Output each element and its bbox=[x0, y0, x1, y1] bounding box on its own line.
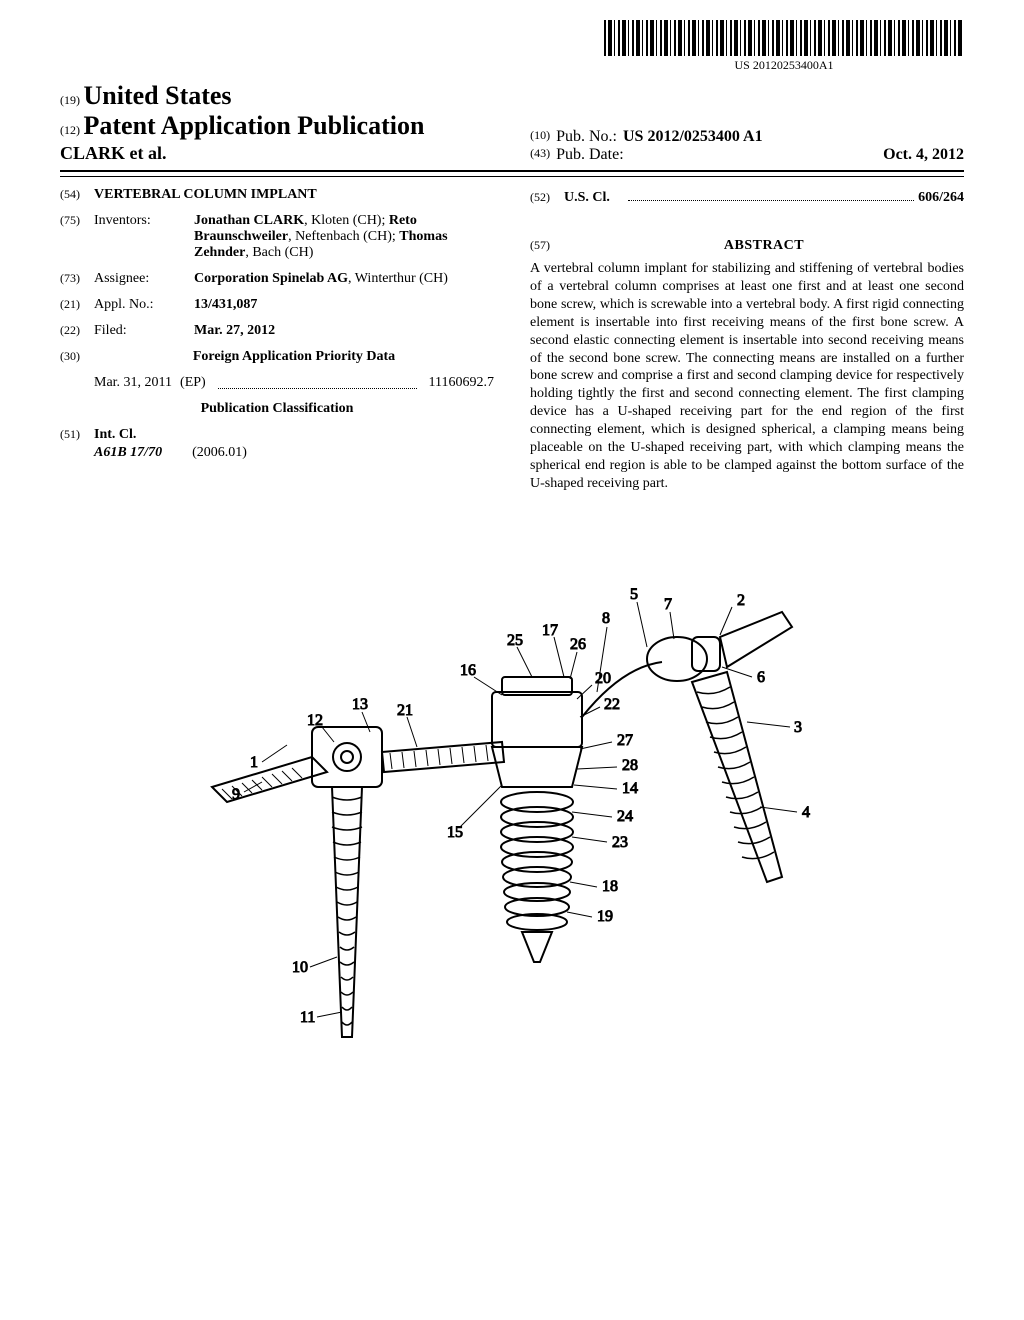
pub-no-value: US 2012/0253400 A1 bbox=[623, 128, 763, 146]
ref-label: 10 bbox=[292, 959, 308, 976]
inventors-value: Jonathan CLARK, Kloten (CH); Reto Brauns… bbox=[194, 213, 494, 261]
inventor-loc: , Kloten (CH); bbox=[304, 213, 389, 228]
barcode bbox=[604, 20, 964, 56]
ref-label: 9 bbox=[232, 786, 240, 803]
abstract-text: A vertebral column implant for stabilizi… bbox=[530, 260, 964, 493]
ref-label: 19 bbox=[597, 908, 613, 925]
ref-label: 16 bbox=[460, 662, 476, 679]
pub-type: Patent Application Publication bbox=[84, 111, 425, 140]
ref-label: 8 bbox=[602, 610, 610, 627]
dotted-leader bbox=[628, 187, 914, 201]
ref-label: 7 bbox=[664, 596, 672, 613]
ref-label: 23 bbox=[612, 834, 628, 851]
ref-label: 17 bbox=[542, 622, 558, 639]
ref-label: 14 bbox=[622, 780, 638, 797]
pub-date-label: Pub. Date: bbox=[556, 146, 624, 164]
ref-label: 13 bbox=[352, 696, 368, 713]
applno-value: 13/431,087 bbox=[194, 297, 494, 313]
patent-figure: 1 9 10 11 12 13 21 15 16 25 17 26 8 5 7 … bbox=[60, 517, 964, 1082]
ref-label: 26 bbox=[570, 636, 586, 653]
ref-label: 28 bbox=[622, 757, 638, 774]
pub-date-code: (43) bbox=[530, 146, 550, 164]
inventors-label: Inventors: bbox=[94, 213, 194, 261]
filed-label: Filed: bbox=[94, 323, 194, 339]
ref-label: 20 bbox=[595, 670, 611, 687]
inventor-loc: , Bach (CH) bbox=[245, 245, 313, 260]
pub-type-code: (12) bbox=[60, 123, 80, 137]
ref-label: 12 bbox=[307, 712, 323, 729]
inventor-loc: , Neftenbach (CH); bbox=[288, 229, 399, 244]
country-code: (19) bbox=[60, 93, 80, 107]
authors-line: CLARK et al. bbox=[60, 143, 494, 164]
abstract-heading: ABSTRACT bbox=[564, 238, 964, 254]
foreign-num: 11160692.7 bbox=[429, 375, 494, 391]
pub-date-value: Oct. 4, 2012 bbox=[883, 146, 964, 164]
foreign-heading: Foreign Application Priority Data bbox=[94, 349, 494, 365]
assignee-code: (73) bbox=[60, 271, 94, 287]
country: United States bbox=[84, 81, 232, 110]
ref-label: 4 bbox=[802, 804, 810, 821]
dotted-leader bbox=[218, 375, 417, 389]
intcl-label: Int. Cl. bbox=[94, 427, 136, 443]
ref-label: 21 bbox=[397, 702, 413, 719]
ref-label: 11 bbox=[300, 1009, 315, 1026]
pub-no-label: Pub. No.: bbox=[556, 128, 617, 146]
foreign-code: (30) bbox=[60, 349, 94, 365]
intcl-date: (2006.01) bbox=[192, 445, 247, 461]
ref-label: 27 bbox=[617, 732, 633, 749]
ref-label: 24 bbox=[617, 808, 633, 825]
intcl-code: (51) bbox=[60, 427, 94, 443]
ref-label: 25 bbox=[507, 632, 523, 649]
uscl-code: (52) bbox=[530, 190, 564, 205]
ref-label: 6 bbox=[757, 669, 765, 686]
applno-label: Appl. No.: bbox=[94, 297, 194, 313]
pub-no-code: (10) bbox=[530, 128, 550, 146]
uscl-label: U.S. Cl. bbox=[564, 190, 624, 206]
ref-label: 3 bbox=[794, 719, 802, 736]
ref-label: 18 bbox=[602, 878, 618, 895]
assignee-label: Assignee: bbox=[94, 271, 194, 287]
title-code: (54) bbox=[60, 187, 94, 203]
filed-value: Mar. 27, 2012 bbox=[194, 323, 494, 339]
uscl-value: 606/264 bbox=[918, 190, 964, 206]
abstract-code: (57) bbox=[530, 238, 564, 253]
ref-label: 5 bbox=[630, 586, 638, 603]
ref-label: 1 bbox=[250, 754, 258, 771]
foreign-date: Mar. 31, 2011 bbox=[94, 375, 172, 391]
foreign-region: (EP) bbox=[180, 375, 206, 391]
filed-code: (22) bbox=[60, 323, 94, 339]
applno-code: (21) bbox=[60, 297, 94, 313]
intcl-main: A61B 17/70 bbox=[94, 445, 162, 461]
ref-label: 22 bbox=[604, 696, 620, 713]
inventor-name: Jonathan CLARK bbox=[194, 213, 304, 228]
title-value: VERTEBRAL COLUMN IMPLANT bbox=[94, 187, 317, 203]
barcode-text: US 20120253400A1 bbox=[604, 58, 964, 73]
assignee-value: Corporation Spinelab AG, Winterthur (CH) bbox=[194, 271, 494, 287]
inventors-code: (75) bbox=[60, 213, 94, 261]
assignee-name: Corporation Spinelab AG bbox=[194, 271, 348, 286]
pubclass-heading: Publication Classification bbox=[60, 401, 494, 417]
ref-label: 15 bbox=[447, 824, 463, 841]
assignee-loc: , Winterthur (CH) bbox=[348, 271, 448, 286]
ref-label: 2 bbox=[737, 592, 745, 609]
